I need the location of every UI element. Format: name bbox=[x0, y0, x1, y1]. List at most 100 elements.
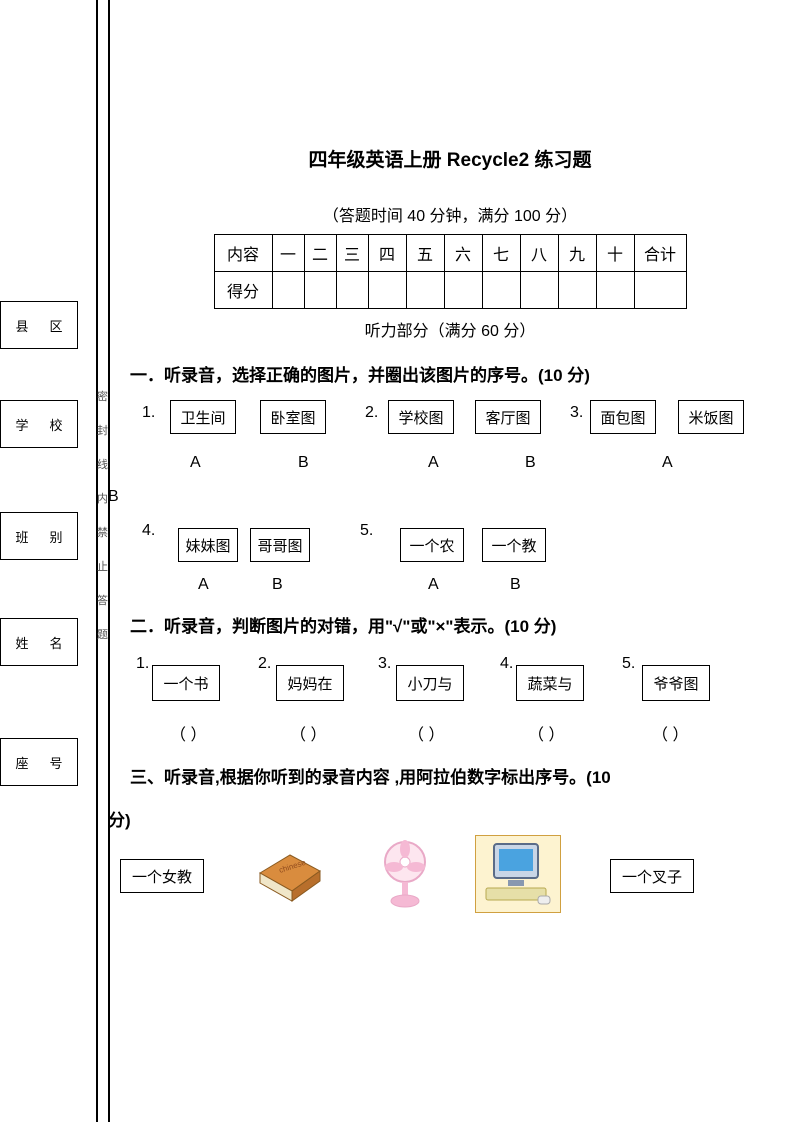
sc5[interactable] bbox=[406, 272, 444, 309]
q2-n4: 4. bbox=[500, 655, 513, 673]
q1-b5l: B bbox=[510, 576, 521, 594]
q2-box-knife: 小刀与 bbox=[396, 665, 464, 701]
score-table: 内容 一 二 三 四 五 六 七 八 九 十 合计 得分 bbox=[214, 234, 687, 309]
q1-n4: 4. bbox=[142, 522, 155, 540]
row2-label: 得分 bbox=[214, 272, 272, 309]
sidebox-county: 县 区 bbox=[0, 301, 78, 349]
sb2c1: 学 bbox=[15, 415, 28, 434]
fc4: 禁 bbox=[97, 516, 108, 550]
score-header-row: 内容 一 二 三 四 五 六 七 八 九 十 合计 bbox=[214, 235, 686, 272]
q1-box-school: 学校图 bbox=[388, 400, 454, 434]
q1-a3: A bbox=[662, 454, 673, 472]
q1-box-rice: 米饭图 bbox=[678, 400, 744, 434]
q2-p2[interactable]: （ ） bbox=[290, 721, 326, 745]
q3-book-image: chinese bbox=[250, 841, 328, 907]
sc9[interactable] bbox=[558, 272, 596, 309]
th8: 八 bbox=[520, 235, 558, 272]
sb5c2: 号 bbox=[49, 753, 62, 772]
q1-a5: A bbox=[428, 576, 439, 594]
sb4c1: 姓 bbox=[15, 633, 28, 652]
q1-box-bedroom: 卧室图 bbox=[260, 400, 326, 434]
sb1c2: 区 bbox=[49, 316, 62, 335]
q1-b2l: B bbox=[525, 454, 536, 472]
section-3-title-b: 分) bbox=[108, 806, 770, 831]
q1-row1: 1. 卫生间 卧室图 2. 学校图 客厅图 3. 面包图 米饭图 A B A B… bbox=[130, 404, 770, 464]
sc1[interactable] bbox=[272, 272, 304, 309]
q1-box-sister: 妹妹图 bbox=[178, 528, 238, 562]
section-1-title: 一．听录音，选择正确的图片，并圈出该图片的序号。(10 分) bbox=[130, 361, 770, 386]
th1: 一 bbox=[272, 235, 304, 272]
q1-b4l: B bbox=[272, 576, 283, 594]
margin-line-2 bbox=[108, 0, 110, 1122]
th5: 五 bbox=[406, 235, 444, 272]
sb3c1: 班 bbox=[15, 527, 28, 546]
sb2c2: 校 bbox=[49, 415, 62, 434]
q3-box-fork: 一个叉子 bbox=[610, 859, 694, 893]
q1-box-teacher: 一个教 bbox=[482, 528, 546, 562]
q1-float-b-row: B bbox=[130, 482, 770, 522]
q1-n1: 1. bbox=[142, 404, 155, 422]
th9: 九 bbox=[558, 235, 596, 272]
sidebox-seat: 座 号 bbox=[0, 738, 78, 786]
fc6: 答 bbox=[97, 584, 108, 618]
q1-box-brother: 哥哥图 bbox=[250, 528, 310, 562]
q3-computer-image bbox=[475, 835, 561, 913]
q2-p4[interactable]: （ ） bbox=[528, 721, 564, 745]
q2-box-book: 一个书 bbox=[152, 665, 220, 701]
q3-row: 一个女教 chinese bbox=[130, 849, 770, 939]
sc2[interactable] bbox=[304, 272, 336, 309]
sb4c2: 名 bbox=[49, 633, 62, 652]
sc-total[interactable] bbox=[634, 272, 686, 309]
fc7: 题 bbox=[97, 618, 108, 652]
q2-box-mom: 妈妈在 bbox=[276, 665, 344, 701]
q2-n1: 1. bbox=[136, 655, 149, 673]
fc1: 封 bbox=[97, 414, 108, 448]
fc3: 内 bbox=[97, 482, 108, 516]
th3: 三 bbox=[336, 235, 368, 272]
q2-box-veg: 蔬菜与 bbox=[516, 665, 584, 701]
fc2: 线 bbox=[97, 448, 108, 482]
q2-p5[interactable]: （ ） bbox=[652, 721, 688, 745]
sb3c2: 别 bbox=[49, 527, 62, 546]
q1-box-farmer: 一个农 bbox=[400, 528, 464, 562]
timing-note: （答题时间 40 分钟，满分 100 分） bbox=[130, 202, 770, 226]
q1-a1: A bbox=[190, 454, 201, 472]
sb5c1: 座 bbox=[15, 753, 28, 772]
q1-float-b: B bbox=[108, 488, 119, 506]
th6: 六 bbox=[444, 235, 482, 272]
q2-n5: 5. bbox=[622, 655, 635, 673]
sc6[interactable] bbox=[444, 272, 482, 309]
q1-row2: 4. 妹妹图 哥哥图 5. 一个农 一个教 A B A B bbox=[130, 522, 770, 602]
q2-box-grandpa: 爷爷图 bbox=[642, 665, 710, 701]
q1-a4: A bbox=[198, 576, 209, 594]
q3-box-teacher: 一个女教 bbox=[120, 859, 204, 893]
q3-fan-image bbox=[370, 837, 440, 911]
th7: 七 bbox=[482, 235, 520, 272]
sidebox-class: 班 别 bbox=[0, 512, 78, 560]
sc7[interactable] bbox=[482, 272, 520, 309]
q1-box-bread: 面包图 bbox=[590, 400, 656, 434]
q2-n2: 2. bbox=[258, 655, 271, 673]
q1-b1l: B bbox=[298, 454, 309, 472]
q2-p3[interactable]: （ ） bbox=[408, 721, 444, 745]
q2-row: 1. 一个书 2. 妈妈在 3. 小刀与 4. 蔬菜与 5. 爷爷图 （ ） （… bbox=[130, 655, 770, 745]
th11: 合计 bbox=[634, 235, 686, 272]
sidebox-school: 学 校 bbox=[0, 400, 78, 448]
q1-box-bathroom: 卫生间 bbox=[170, 400, 236, 434]
fc0: 密 bbox=[97, 380, 108, 414]
sc10[interactable] bbox=[596, 272, 634, 309]
q1-a2: A bbox=[428, 454, 439, 472]
th2: 二 bbox=[304, 235, 336, 272]
section-3-title-a: 三、听录音,根据你听到的录音内容 ,用阿拉伯数字标出序号。(10 bbox=[130, 763, 770, 788]
q1-n2: 2. bbox=[365, 404, 378, 422]
sb1c1: 县 bbox=[15, 316, 28, 335]
sc3[interactable] bbox=[336, 272, 368, 309]
sidebox-name: 姓 名 bbox=[0, 618, 78, 666]
listening-header: 听力部分（满分 60 分） bbox=[130, 317, 770, 341]
content-area: 四年级英语上册 Recycle2 练习题 （答题时间 40 分钟，满分 100 … bbox=[130, 0, 770, 939]
seal-line-text: 密 封 线 内 禁 止 答 题 bbox=[97, 380, 108, 652]
q1-n5: 5. bbox=[360, 522, 373, 540]
q2-p1[interactable]: （ ） bbox=[170, 721, 206, 745]
sc4[interactable] bbox=[368, 272, 406, 309]
sc8[interactable] bbox=[520, 272, 558, 309]
